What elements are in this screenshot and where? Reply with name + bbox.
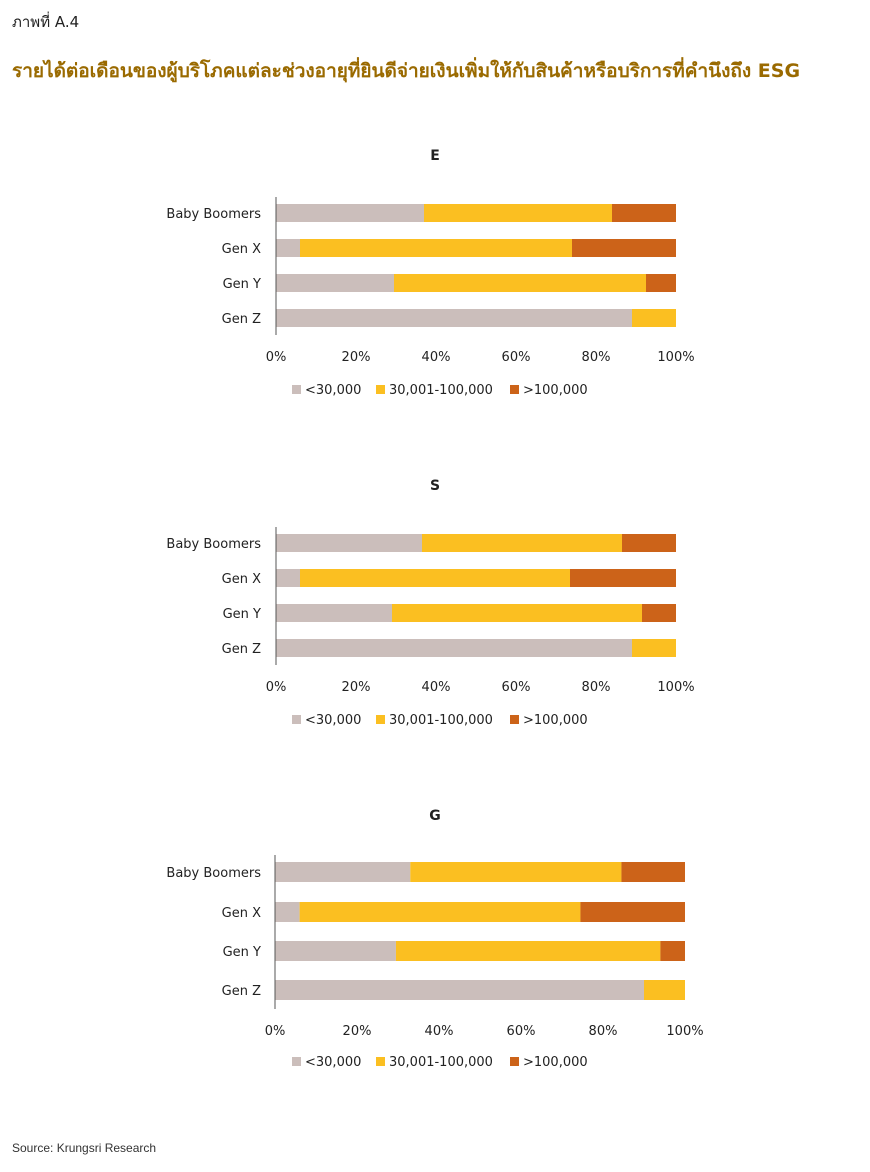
legend-swatch bbox=[376, 385, 385, 394]
page-title: รายได้ต่อเดือนของผู้บริโภคแต่ละช่วงอายุท… bbox=[12, 60, 801, 82]
bar-segment bbox=[275, 941, 396, 961]
x-tick-label: 40% bbox=[422, 350, 451, 365]
legend-swatch bbox=[292, 1057, 301, 1066]
category-label: Gen Y bbox=[223, 607, 261, 622]
bar-segment bbox=[276, 204, 424, 222]
category-label: Gen Z bbox=[222, 312, 261, 327]
chart-e: E Baby Boomers Gen X Gen Y Gen Z 0% 20% 40% 60% 8… bbox=[0, 140, 870, 415]
bar-segment bbox=[646, 274, 676, 292]
category-label: Gen Y bbox=[223, 945, 261, 960]
bar-segment bbox=[276, 569, 300, 587]
chart-title: S bbox=[430, 478, 440, 494]
bar-segment bbox=[570, 569, 676, 587]
x-tick-label: 100% bbox=[666, 1024, 703, 1039]
x-tick-label: 100% bbox=[657, 350, 694, 365]
category-label: Gen X bbox=[222, 572, 261, 587]
x-tick-label: 0% bbox=[266, 680, 287, 695]
x-tick-label: 0% bbox=[266, 350, 287, 365]
category-label: Gen Z bbox=[222, 984, 261, 999]
chart-title: E bbox=[430, 148, 440, 164]
x-tick-label: 40% bbox=[425, 1024, 454, 1039]
x-tick-label: 20% bbox=[343, 1024, 372, 1039]
legend-label: <30,000 bbox=[305, 383, 361, 398]
category-label: Gen Z bbox=[222, 642, 261, 657]
x-tick-label: 20% bbox=[342, 680, 371, 695]
x-tick-label: 80% bbox=[582, 680, 611, 695]
bar-segment bbox=[580, 902, 685, 922]
bar-segment bbox=[300, 569, 570, 587]
legend-label: 30,001-100,000 bbox=[389, 713, 493, 728]
legend-label: <30,000 bbox=[305, 713, 361, 728]
legend-swatch bbox=[510, 385, 519, 394]
bar-segment bbox=[276, 639, 632, 657]
bar-segment bbox=[395, 941, 661, 961]
category-label: Gen Y bbox=[223, 277, 261, 292]
category-label: Gen X bbox=[222, 242, 261, 257]
x-tick-label: 100% bbox=[657, 680, 694, 695]
chart-s-svg: S Baby Boomers Gen X Gen Y Gen Z 0% 20% 40% 60% 8… bbox=[166, 478, 694, 728]
bar-segment bbox=[299, 902, 581, 922]
legend-swatch bbox=[292, 715, 301, 724]
legend-swatch bbox=[510, 715, 519, 724]
bar-segment bbox=[422, 534, 622, 552]
legend-label: 30,001-100,000 bbox=[389, 1055, 493, 1070]
category-label: Baby Boomers bbox=[166, 207, 261, 222]
bar-segment bbox=[660, 941, 685, 961]
bar-segment bbox=[276, 604, 392, 622]
bar-segment bbox=[410, 862, 622, 882]
bar-segment bbox=[275, 980, 644, 1000]
chart-title: G bbox=[429, 808, 441, 824]
bar-segment bbox=[612, 204, 676, 222]
x-tick-label: 60% bbox=[502, 680, 531, 695]
category-label: Gen X bbox=[222, 906, 261, 921]
x-tick-label: 40% bbox=[422, 680, 451, 695]
bar-segment bbox=[621, 862, 685, 882]
legend-label: <30,000 bbox=[305, 1055, 361, 1070]
x-tick-label: 60% bbox=[507, 1024, 536, 1039]
bar-segment bbox=[276, 274, 394, 292]
bar-segment bbox=[300, 239, 572, 257]
legend-label: >100,000 bbox=[523, 1055, 588, 1070]
x-tick-label: 60% bbox=[502, 350, 531, 365]
chart-g: G Baby Boomers Gen X Gen Y Gen Z 0% 20% 40% 60% 8… bbox=[0, 800, 870, 1090]
legend-label: >100,000 bbox=[523, 713, 588, 728]
legend-label: 30,001-100,000 bbox=[389, 383, 493, 398]
bar-segment bbox=[394, 274, 646, 292]
x-tick-label: 80% bbox=[582, 350, 611, 365]
legend-swatch bbox=[376, 715, 385, 724]
bar-segment bbox=[276, 309, 632, 327]
bar-segment bbox=[392, 604, 642, 622]
bar-segment bbox=[424, 204, 612, 222]
legend-swatch bbox=[292, 385, 301, 394]
bar-segment bbox=[276, 239, 300, 257]
chart-e-svg: E Baby Boomers Gen X Gen Y Gen Z 0% 20% 40% 60% 8… bbox=[166, 148, 694, 398]
bar-segment bbox=[275, 862, 411, 882]
figure-label: ภาพที่ A.4 bbox=[12, 13, 80, 31]
x-tick-label: 80% bbox=[589, 1024, 618, 1039]
bar-segment bbox=[572, 239, 676, 257]
bar-segment bbox=[622, 534, 676, 552]
bar-segment bbox=[644, 980, 685, 1000]
bar-segment bbox=[642, 604, 676, 622]
category-label: Baby Boomers bbox=[166, 866, 261, 881]
legend-swatch bbox=[376, 1057, 385, 1066]
source-note: Source: Krungsri Research bbox=[12, 1141, 157, 1155]
chart-g-svg: G Baby Boomers Gen X Gen Y Gen Z 0% 20% 40% 60% 8… bbox=[166, 808, 703, 1070]
chart-s: S Baby Boomers Gen X Gen Y Gen Z 0% 20% 40% 60% 8… bbox=[0, 470, 870, 745]
bar-segment bbox=[632, 309, 676, 327]
bar-segment bbox=[275, 902, 300, 922]
category-label: Baby Boomers bbox=[166, 537, 261, 552]
x-tick-label: 20% bbox=[342, 350, 371, 365]
bar-segment bbox=[276, 534, 422, 552]
legend-label: >100,000 bbox=[523, 383, 588, 398]
x-tick-label: 0% bbox=[265, 1024, 286, 1039]
bar-segment bbox=[632, 639, 676, 657]
legend-swatch bbox=[510, 1057, 519, 1066]
